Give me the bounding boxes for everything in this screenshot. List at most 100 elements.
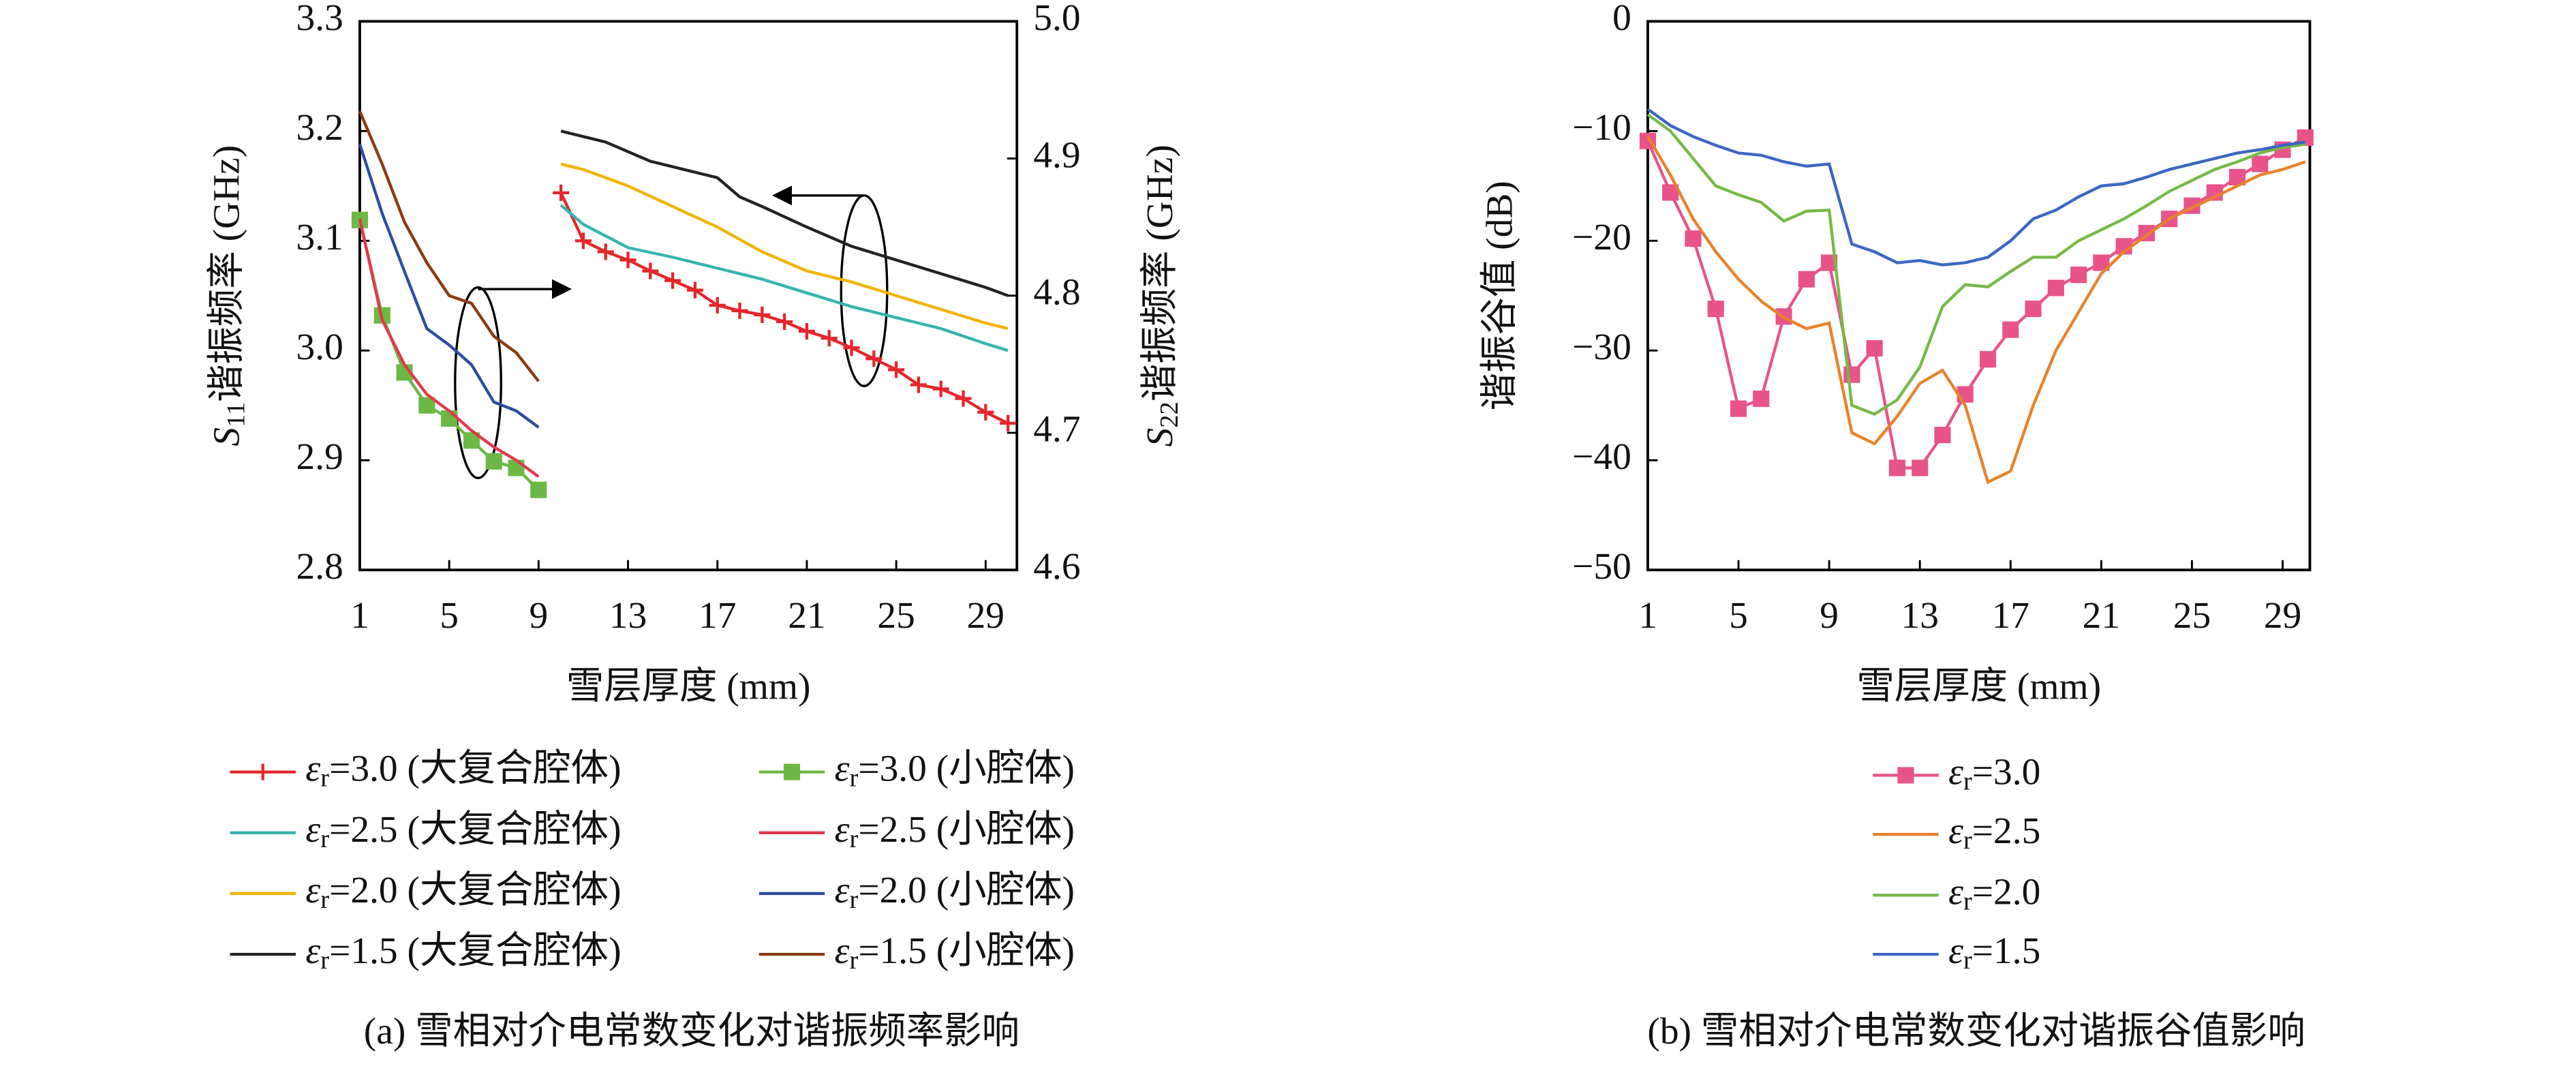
marker [821, 330, 838, 347]
marker [865, 350, 883, 367]
y2-axis-label: S22谐振频率 (GHz) [1138, 144, 1183, 446]
y2-tick-label: 5.0 [1033, 0, 1080, 38]
legend-entry: εr=2.5 [1873, 810, 2040, 855]
legend-entry: εr=2.0 (小腔体) [758, 869, 1075, 914]
legend-entry: εr=1.5 [1873, 930, 2040, 975]
marker [1934, 427, 1951, 444]
marker [2252, 155, 2269, 172]
marker [508, 459, 525, 476]
marker [597, 243, 614, 260]
legend-entry: εr=2.0 (大复合腔体) [230, 869, 622, 914]
legend-marker [254, 763, 271, 780]
legend-label: εr=1.5 (小腔体) [835, 930, 1075, 975]
marker [1912, 459, 1929, 476]
legend-label: εr=2.0 (小腔体) [835, 869, 1075, 914]
x-tick-label: 17 [1992, 594, 2029, 636]
series [553, 184, 1017, 431]
y2-tick-label: 4.9 [1033, 134, 1080, 175]
y-axis-label: 谐振谷值 (dB) [1479, 181, 1520, 410]
series [1639, 129, 2314, 476]
legend-label: εr=1.5 [1948, 930, 2040, 975]
y-tick-label: 0 [1612, 0, 1631, 38]
legend-entry: εr=3.0 [1873, 750, 2040, 795]
marker [1000, 414, 1017, 431]
marker [955, 390, 972, 407]
series [1646, 108, 2306, 266]
marker [1730, 400, 1747, 417]
marker [441, 410, 458, 427]
line [1646, 113, 2306, 416]
legend-label: εr=1.5 (大复合腔体) [305, 930, 621, 975]
marker [1866, 339, 1883, 357]
x-tick-label: 25 [877, 594, 915, 636]
marker [888, 361, 905, 378]
legend-label: εr=2.0 [1948, 870, 2040, 915]
line [1646, 136, 2306, 485]
marker [709, 296, 726, 314]
line [1646, 108, 2306, 266]
marker [977, 403, 994, 421]
marker [530, 481, 547, 498]
x-tick-label: 1 [1638, 594, 1657, 636]
marker [843, 339, 860, 356]
marker [754, 306, 771, 323]
line [358, 110, 540, 382]
line [358, 143, 540, 429]
x-axis-label: 雪层厚度 (mm) [1856, 665, 2101, 707]
y2-tick-label: 4.8 [1033, 271, 1080, 313]
legend-entry: εr=1.5 (小腔体) [758, 930, 1075, 975]
y2-tick-label: 4.6 [1033, 545, 1080, 587]
y-tick-label: −30 [1572, 326, 1631, 367]
marker [1753, 391, 1770, 408]
series [560, 162, 1009, 331]
arrow-head [552, 279, 572, 299]
series [358, 143, 540, 429]
x-tick-label: 21 [2083, 594, 2120, 636]
x-tick-label: 5 [440, 594, 459, 636]
marker [553, 184, 570, 201]
marker [485, 453, 502, 470]
group-ellipse [454, 286, 502, 479]
marker [2002, 321, 2019, 338]
x-tick-label: 29 [2264, 594, 2301, 636]
x-tick-label: 13 [1901, 594, 1938, 636]
legend-entry: εr=2.5 (小腔体) [758, 808, 1075, 853]
marker [798, 323, 815, 340]
series [1646, 136, 2306, 485]
y-tick-label: 3.2 [296, 106, 343, 148]
y-tick-label: 3.3 [296, 0, 343, 38]
y-tick-label: 2.8 [296, 545, 343, 587]
legend-label: εr=2.0 (大复合腔体) [305, 869, 621, 914]
x-tick-label: 13 [609, 594, 647, 636]
series [560, 130, 1009, 297]
x-tick-label: 17 [699, 594, 736, 636]
series [1646, 113, 2306, 416]
legend-label: εr=2.5 (小腔体) [835, 808, 1075, 853]
legend-label: εr=3.0 (大复合腔体) [305, 747, 621, 792]
legend-label: εr=3.0 (小腔体) [835, 747, 1075, 792]
x-tick-label: 1 [350, 594, 369, 636]
y-tick-label: −10 [1572, 106, 1631, 148]
y-tick-label: −50 [1572, 545, 1631, 587]
line [559, 204, 1009, 352]
annotations [454, 185, 889, 479]
legend-entry: εr=3.0 (大复合腔体) [230, 747, 622, 793]
y-tick-label: 3.0 [296, 326, 343, 367]
x-tick-label: 25 [2173, 594, 2211, 636]
marker [1707, 301, 1724, 318]
y-axis-label: S11谐振频率 (GHz) [205, 145, 250, 446]
x-tick-label: 9 [529, 594, 548, 636]
legend-entry: εr=1.5 (大复合腔体) [230, 930, 622, 975]
marker [686, 281, 703, 299]
marker [1685, 230, 1702, 247]
legend-entry: εr=3.0 (小腔体) [758, 747, 1075, 793]
caption: (a) 雪相对介电常数变化对谐振频率影响 [364, 1010, 1019, 1052]
series [559, 204, 1009, 352]
marker [642, 262, 659, 279]
y-tick-label: 3.1 [296, 216, 343, 258]
y-tick-label: −20 [1572, 216, 1631, 258]
legend-marker [1897, 767, 1914, 784]
marker [1843, 366, 1860, 383]
series [358, 110, 540, 382]
